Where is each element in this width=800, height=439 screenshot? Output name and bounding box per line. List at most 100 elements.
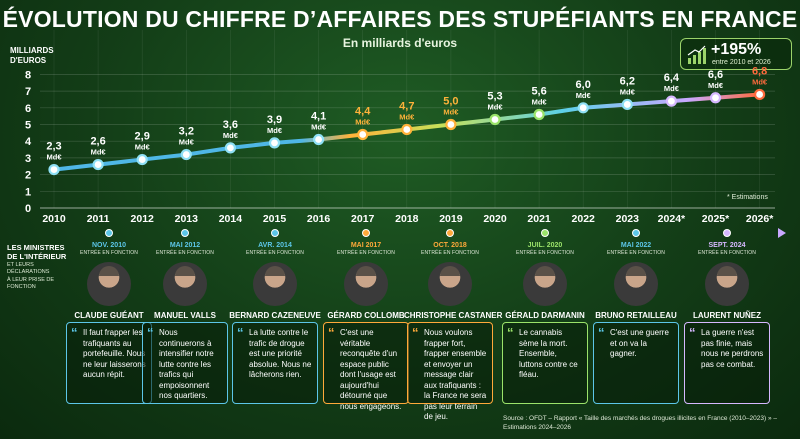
data-value-label: 6,0 — [576, 79, 591, 91]
x-tick-label: 2020 — [483, 213, 507, 225]
data-value-label: 2,6 — [90, 136, 105, 148]
data-point — [753, 88, 766, 101]
data-unit-label: Md€ — [620, 87, 636, 96]
minister-quote-box: “ Nous continuerons à intensifier notre l… — [142, 322, 228, 404]
minister-quote: C'est une guerre et on va la gagner. — [610, 328, 669, 358]
y-tick-label: 2 — [25, 170, 31, 182]
minister-quote-box: “ Nous voulons frapper fort, frapper ense… — [407, 322, 493, 421]
data-point — [445, 118, 457, 131]
minister-entry-label: ENTRÉE EN FONCTION — [516, 250, 574, 256]
data-unit-label: Md€ — [47, 153, 63, 162]
minister-date: SEPT. 2024 — [708, 242, 746, 249]
x-tick-label: 2011 — [87, 213, 110, 225]
timeline-marker — [723, 229, 731, 237]
x-tick-label: 2010 — [42, 213, 66, 225]
x-tick-label: 2016 — [307, 213, 331, 225]
data-value-label: 6,8 — [752, 65, 767, 77]
quote-open-icon: “ — [507, 325, 514, 340]
data-point — [357, 128, 369, 141]
minister-quote-box: “ C'est une guerre et on va la gagner. — [593, 322, 679, 404]
data-points — [48, 88, 766, 176]
minister-name: MANUEL VALLS — [154, 311, 216, 320]
data-value-label: 3,2 — [179, 126, 194, 138]
data-value-label: 3,6 — [223, 119, 238, 131]
chart-grid — [40, 30, 775, 209]
x-tick-label: 2023 — [616, 213, 640, 225]
quote-open-icon: “ — [328, 325, 335, 340]
minister-1: NOV. 2010 ENTRÉE EN FONCTION CLAUDE GUÉANT — [63, 242, 155, 320]
data-unit-label: Md€ — [664, 84, 680, 93]
minister-portrait — [253, 262, 297, 306]
minister-quote-box: “ La guerre n'est pas finie, mais nous ne… — [684, 322, 770, 404]
timeline-markers — [105, 229, 731, 237]
data-value-label: 4,4 — [355, 106, 371, 118]
minister-quote: La lutte contre le trafic de drogue est … — [249, 328, 312, 379]
data-unit-label: Md€ — [135, 143, 151, 152]
data-unit-label: Md€ — [223, 131, 239, 140]
data-unit-label: Md€ — [752, 77, 768, 86]
quote-open-icon: “ — [412, 325, 419, 340]
x-tick-label: 2014 — [219, 213, 243, 225]
minister-entry-label: ENTRÉE EN FONCTION — [156, 250, 214, 256]
minister-6: JUIL. 2020 ENTRÉE EN FONCTION GÉRALD DARMA… — [499, 242, 591, 320]
data-point — [48, 163, 60, 176]
data-point — [489, 113, 501, 126]
minister-quote-box: “ Le cannabis sème la mort. Ensemble, lut… — [502, 322, 588, 404]
data-unit-label: Md€ — [91, 148, 107, 157]
timeline-marker — [362, 229, 370, 237]
timeline-marker — [541, 229, 549, 237]
minister-portrait — [705, 262, 749, 306]
data-value-label: 2,9 — [135, 131, 150, 143]
timeline-arrow-icon — [778, 228, 786, 238]
minister-4: MAI 2017 ENTRÉE EN FONCTION GÉRARD COLLOMB — [320, 242, 412, 320]
data-value-label: 5,6 — [531, 85, 546, 97]
minister-8: SEPT. 2024 ENTRÉE EN FONCTION LAURENT NUÑE… — [681, 242, 773, 320]
data-unit-label: Md€ — [708, 81, 724, 90]
minister-quote: Nous voulons frapper fort, frapper ensem… — [424, 328, 487, 421]
x-tick-label: 2019 — [439, 213, 463, 225]
minister-name: GÉRALD DARMANIN — [505, 311, 585, 320]
minister-name: LAURENT NUÑEZ — [693, 311, 761, 320]
data-point — [709, 92, 722, 104]
x-tick-label: 2022 — [572, 213, 596, 225]
y-axis-ticks: 0 1 2 3 4 5 6 7 8 — [25, 69, 32, 215]
data-point — [180, 148, 192, 161]
data-unit-label: Md€ — [267, 126, 283, 135]
data-point — [224, 142, 236, 154]
growth-value: +195% — [711, 41, 762, 58]
page-subtitle: En milliards d'euros — [342, 36, 458, 50]
ministers-header-line2: DE L'INTÉRIEUR — [7, 252, 67, 261]
data-point — [401, 123, 413, 136]
minister-date: OCT. 2018 — [433, 242, 467, 249]
y-tick-label: 3 — [25, 153, 31, 165]
y-tick-label: 0 — [25, 203, 31, 215]
data-value-label: 3,9 — [267, 114, 282, 126]
y-tick-label: 6 — [25, 103, 31, 115]
x-tick-label: 2017 — [351, 213, 375, 225]
x-tick-label: 2024* — [658, 213, 686, 225]
y-tick-label: 4 — [25, 136, 32, 148]
minister-quote: Le cannabis sème la mort. Ensemble, lutt… — [519, 328, 578, 379]
estimations-note: * Estimations — [727, 194, 768, 201]
data-value-label: 4,7 — [399, 101, 414, 113]
data-value-label: 5,3 — [487, 90, 502, 102]
minister-2: MAI 2012 ENTRÉE EN FONCTION MANUEL VALLS — [139, 242, 231, 320]
minister-date: MAI 2017 — [350, 242, 382, 249]
x-axis-ticks: 2010 2011 2012 2013 2014 2015 2016 2017 2018 2019… — [42, 213, 774, 225]
data-point — [533, 108, 545, 121]
minister-name: BRUNO RETAILLEAU — [595, 311, 677, 320]
data-point — [621, 98, 633, 111]
y-tick-label: 5 — [25, 120, 31, 132]
data-point — [313, 133, 325, 146]
minister-date: MAI 2022 — [620, 242, 652, 249]
quote-open-icon: “ — [598, 325, 605, 340]
data-value-label: 4,1 — [311, 111, 326, 123]
minister-date: AVR. 2014 — [258, 242, 292, 249]
y-axis-unit-label: MILLIARDS D'EUROS — [10, 46, 54, 65]
minister-name: GÉRARD COLLOMB — [327, 311, 405, 320]
data-unit-label: Md€ — [443, 108, 459, 117]
y-tick-label: 8 — [25, 69, 31, 81]
minister-quote: Il faut frapper les trafiquants au porte… — [83, 328, 146, 379]
data-value-label: 6,2 — [620, 75, 635, 87]
